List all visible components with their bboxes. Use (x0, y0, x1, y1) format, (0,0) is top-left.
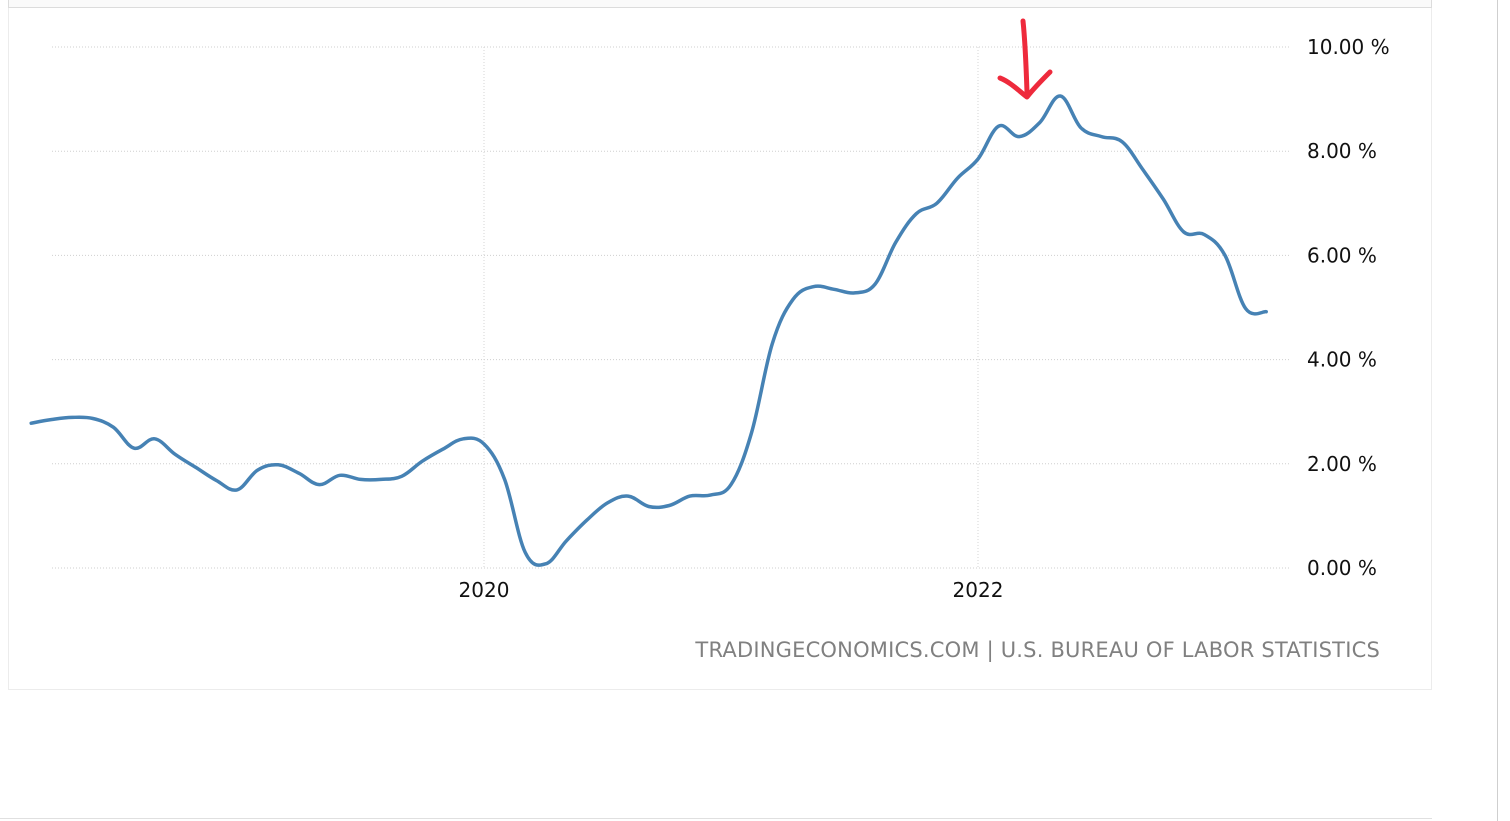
data-point (69, 414, 75, 420)
data-point (1016, 134, 1022, 140)
data-point (852, 290, 858, 296)
data-point (831, 286, 837, 292)
data-point (1243, 306, 1249, 312)
data-point (399, 473, 405, 479)
data-point (193, 464, 199, 470)
data-point (728, 482, 734, 488)
data-point (255, 467, 261, 473)
data-point (543, 561, 549, 567)
data-point (584, 517, 590, 523)
data-point (1222, 252, 1228, 258)
data-point (1160, 196, 1166, 202)
data-point (296, 470, 302, 476)
y-tick-label: 8.00 % (1307, 139, 1377, 163)
data-point (152, 436, 158, 442)
series-layer (28, 93, 1269, 567)
data-point (49, 417, 55, 423)
data-point (666, 503, 672, 509)
data-point (934, 200, 940, 206)
data-point (1181, 229, 1187, 235)
x-tick-label: 2020 (459, 578, 510, 602)
data-point (646, 504, 652, 510)
data-point (1140, 166, 1146, 172)
data-point (419, 458, 425, 464)
data-point (460, 436, 466, 442)
data-point (707, 492, 713, 498)
data-point (1099, 134, 1105, 140)
data-point (687, 493, 693, 499)
data-point (749, 430, 755, 436)
data-point (605, 500, 611, 506)
arrow-shaft (1020, 18, 1030, 95)
data-point (28, 420, 34, 426)
y-tick-label: 10.00 % (1307, 35, 1390, 59)
data-point (913, 211, 919, 217)
data-point (213, 478, 219, 484)
data-point (90, 416, 96, 422)
data-point (1057, 93, 1063, 99)
red-down-arrow-icon (997, 18, 1053, 100)
y-tick-label: 0.00 % (1307, 556, 1377, 580)
data-point (769, 341, 775, 347)
data-point (234, 487, 240, 493)
page-divider-vertical (1497, 0, 1498, 821)
chart-panel (8, 8, 1432, 690)
data-point (893, 239, 899, 245)
data-point (481, 441, 487, 447)
data-point (1263, 309, 1269, 315)
source-label: TRADINGECONOMICS.COM | U.S. BUREAU OF LA… (695, 638, 1380, 662)
x-tick-label: 2022 (953, 578, 1004, 602)
data-point (440, 446, 446, 452)
data-point (111, 424, 117, 430)
chart-top-frame (8, 0, 1432, 8)
data-point (975, 156, 981, 162)
y-tick-label: 4.00 % (1307, 348, 1377, 372)
data-point (1078, 125, 1084, 131)
data-point (810, 284, 816, 290)
data-point (358, 476, 364, 482)
data-point (502, 476, 508, 482)
data-point (1037, 120, 1043, 126)
data-point (131, 445, 137, 451)
y-axis-labels: 10.00 % 8.00 % 6.00 % 4.00 % 2.00 % 0.00 % (1307, 35, 1390, 580)
data-point (378, 476, 384, 482)
data-point (790, 297, 796, 303)
series-line (29, 94, 1268, 567)
y-tick-label: 6.00 % (1307, 243, 1377, 267)
data-point (522, 549, 528, 555)
page-divider-horizontal (0, 818, 1432, 819)
data-point (1119, 139, 1125, 145)
grid-lines (52, 46, 1290, 569)
data-point (954, 175, 960, 181)
arrow-head (997, 69, 1053, 100)
data-point (872, 281, 878, 287)
data-point (1201, 232, 1207, 238)
data-point (563, 538, 569, 544)
data-point (337, 472, 343, 478)
data-point (172, 451, 178, 457)
data-point (625, 493, 631, 499)
y-tick-label: 2.00 % (1307, 452, 1377, 476)
data-point (996, 123, 1002, 129)
data-point (275, 462, 281, 468)
x-axis-labels: 2020 2022 (459, 578, 1004, 602)
data-point (316, 482, 322, 488)
